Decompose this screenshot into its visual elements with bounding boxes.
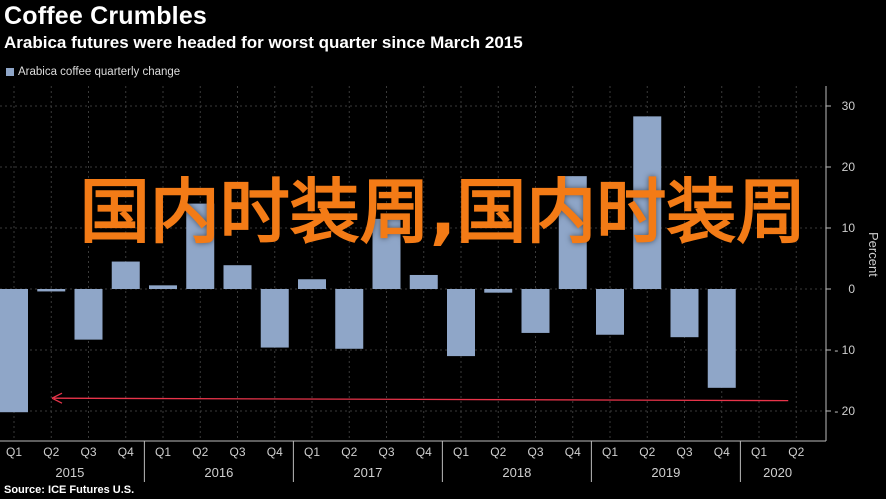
bar <box>0 289 28 413</box>
y-tick-label: 0 <box>848 282 855 296</box>
x-tick-label: Q2 <box>490 445 506 459</box>
bar <box>298 279 326 289</box>
x-tick-label: Q4 <box>714 445 730 459</box>
bar <box>37 289 66 292</box>
x-tick-label: Q4 <box>267 445 283 459</box>
x-tick-label: Q3 <box>527 445 543 459</box>
bar <box>149 285 177 289</box>
bar <box>484 289 513 293</box>
y-axis-label: Percent <box>866 232 881 277</box>
y-tick-label: - 20 <box>834 404 855 418</box>
x-tick-label: Q1 <box>602 445 618 459</box>
x-tick-label: Q1 <box>453 445 469 459</box>
x-tick-label: Q2 <box>43 445 59 459</box>
x-tick-label: Q3 <box>676 445 692 459</box>
annotation-arrow-head <box>51 392 63 404</box>
x-tick-label: Q4 <box>565 445 581 459</box>
annotation-arrow-line <box>53 397 789 402</box>
x-year-label: 2017 <box>353 465 382 480</box>
y-tick-label: 10 <box>842 221 856 235</box>
bar <box>335 289 364 349</box>
x-tick-label: Q4 <box>416 445 432 459</box>
chart-title: Coffee Crumbles <box>4 2 208 30</box>
bar <box>186 203 215 289</box>
bar <box>372 218 401 289</box>
chart-subtitle: Arabica futures were headed for worst qu… <box>4 33 523 52</box>
legend-label: Arabica coffee quarterly change <box>18 66 181 78</box>
watermark-overlay: 国内时装周,国内时装周 <box>79 171 807 253</box>
bar <box>707 289 736 388</box>
x-year-label: 2015 <box>55 465 84 480</box>
x-tick-label: Q3 <box>378 445 394 459</box>
x-tick-label: Q1 <box>6 445 22 459</box>
bar <box>223 265 252 289</box>
bar <box>447 289 475 357</box>
bar <box>633 116 662 290</box>
bar <box>409 274 438 289</box>
legend-swatch <box>6 68 14 76</box>
y-tick-label: 20 <box>842 160 856 174</box>
x-tick-label: Q1 <box>155 445 171 459</box>
bar <box>521 289 550 333</box>
x-year-label: 2016 <box>204 465 233 480</box>
bar <box>260 289 289 348</box>
bar <box>670 289 699 338</box>
x-tick-label: Q3 <box>229 445 245 459</box>
legend: Arabica coffee quarterly change <box>6 66 180 78</box>
x-year-label: 2018 <box>502 465 531 480</box>
bar <box>558 176 587 289</box>
y-tick-label: - 10 <box>834 343 855 357</box>
x-tick-label: Q1 <box>751 445 767 459</box>
x-tick-label: Q3 <box>80 445 96 459</box>
bar <box>111 261 140 289</box>
x-tick-label: Q4 <box>118 445 134 459</box>
y-tick-label: 30 <box>842 99 856 113</box>
x-tick-label: Q1 <box>304 445 320 459</box>
x-tick-label: Q2 <box>788 445 804 459</box>
bar <box>74 289 103 340</box>
x-tick-label: Q2 <box>341 445 357 459</box>
source-note: Source: ICE Futures U.S. <box>4 484 135 496</box>
x-tick-label: Q2 <box>639 445 655 459</box>
x-year-label: 2020 <box>763 465 792 480</box>
bar <box>596 289 624 335</box>
x-year-label: 2019 <box>651 465 680 480</box>
x-tick-label: Q2 <box>192 445 208 459</box>
